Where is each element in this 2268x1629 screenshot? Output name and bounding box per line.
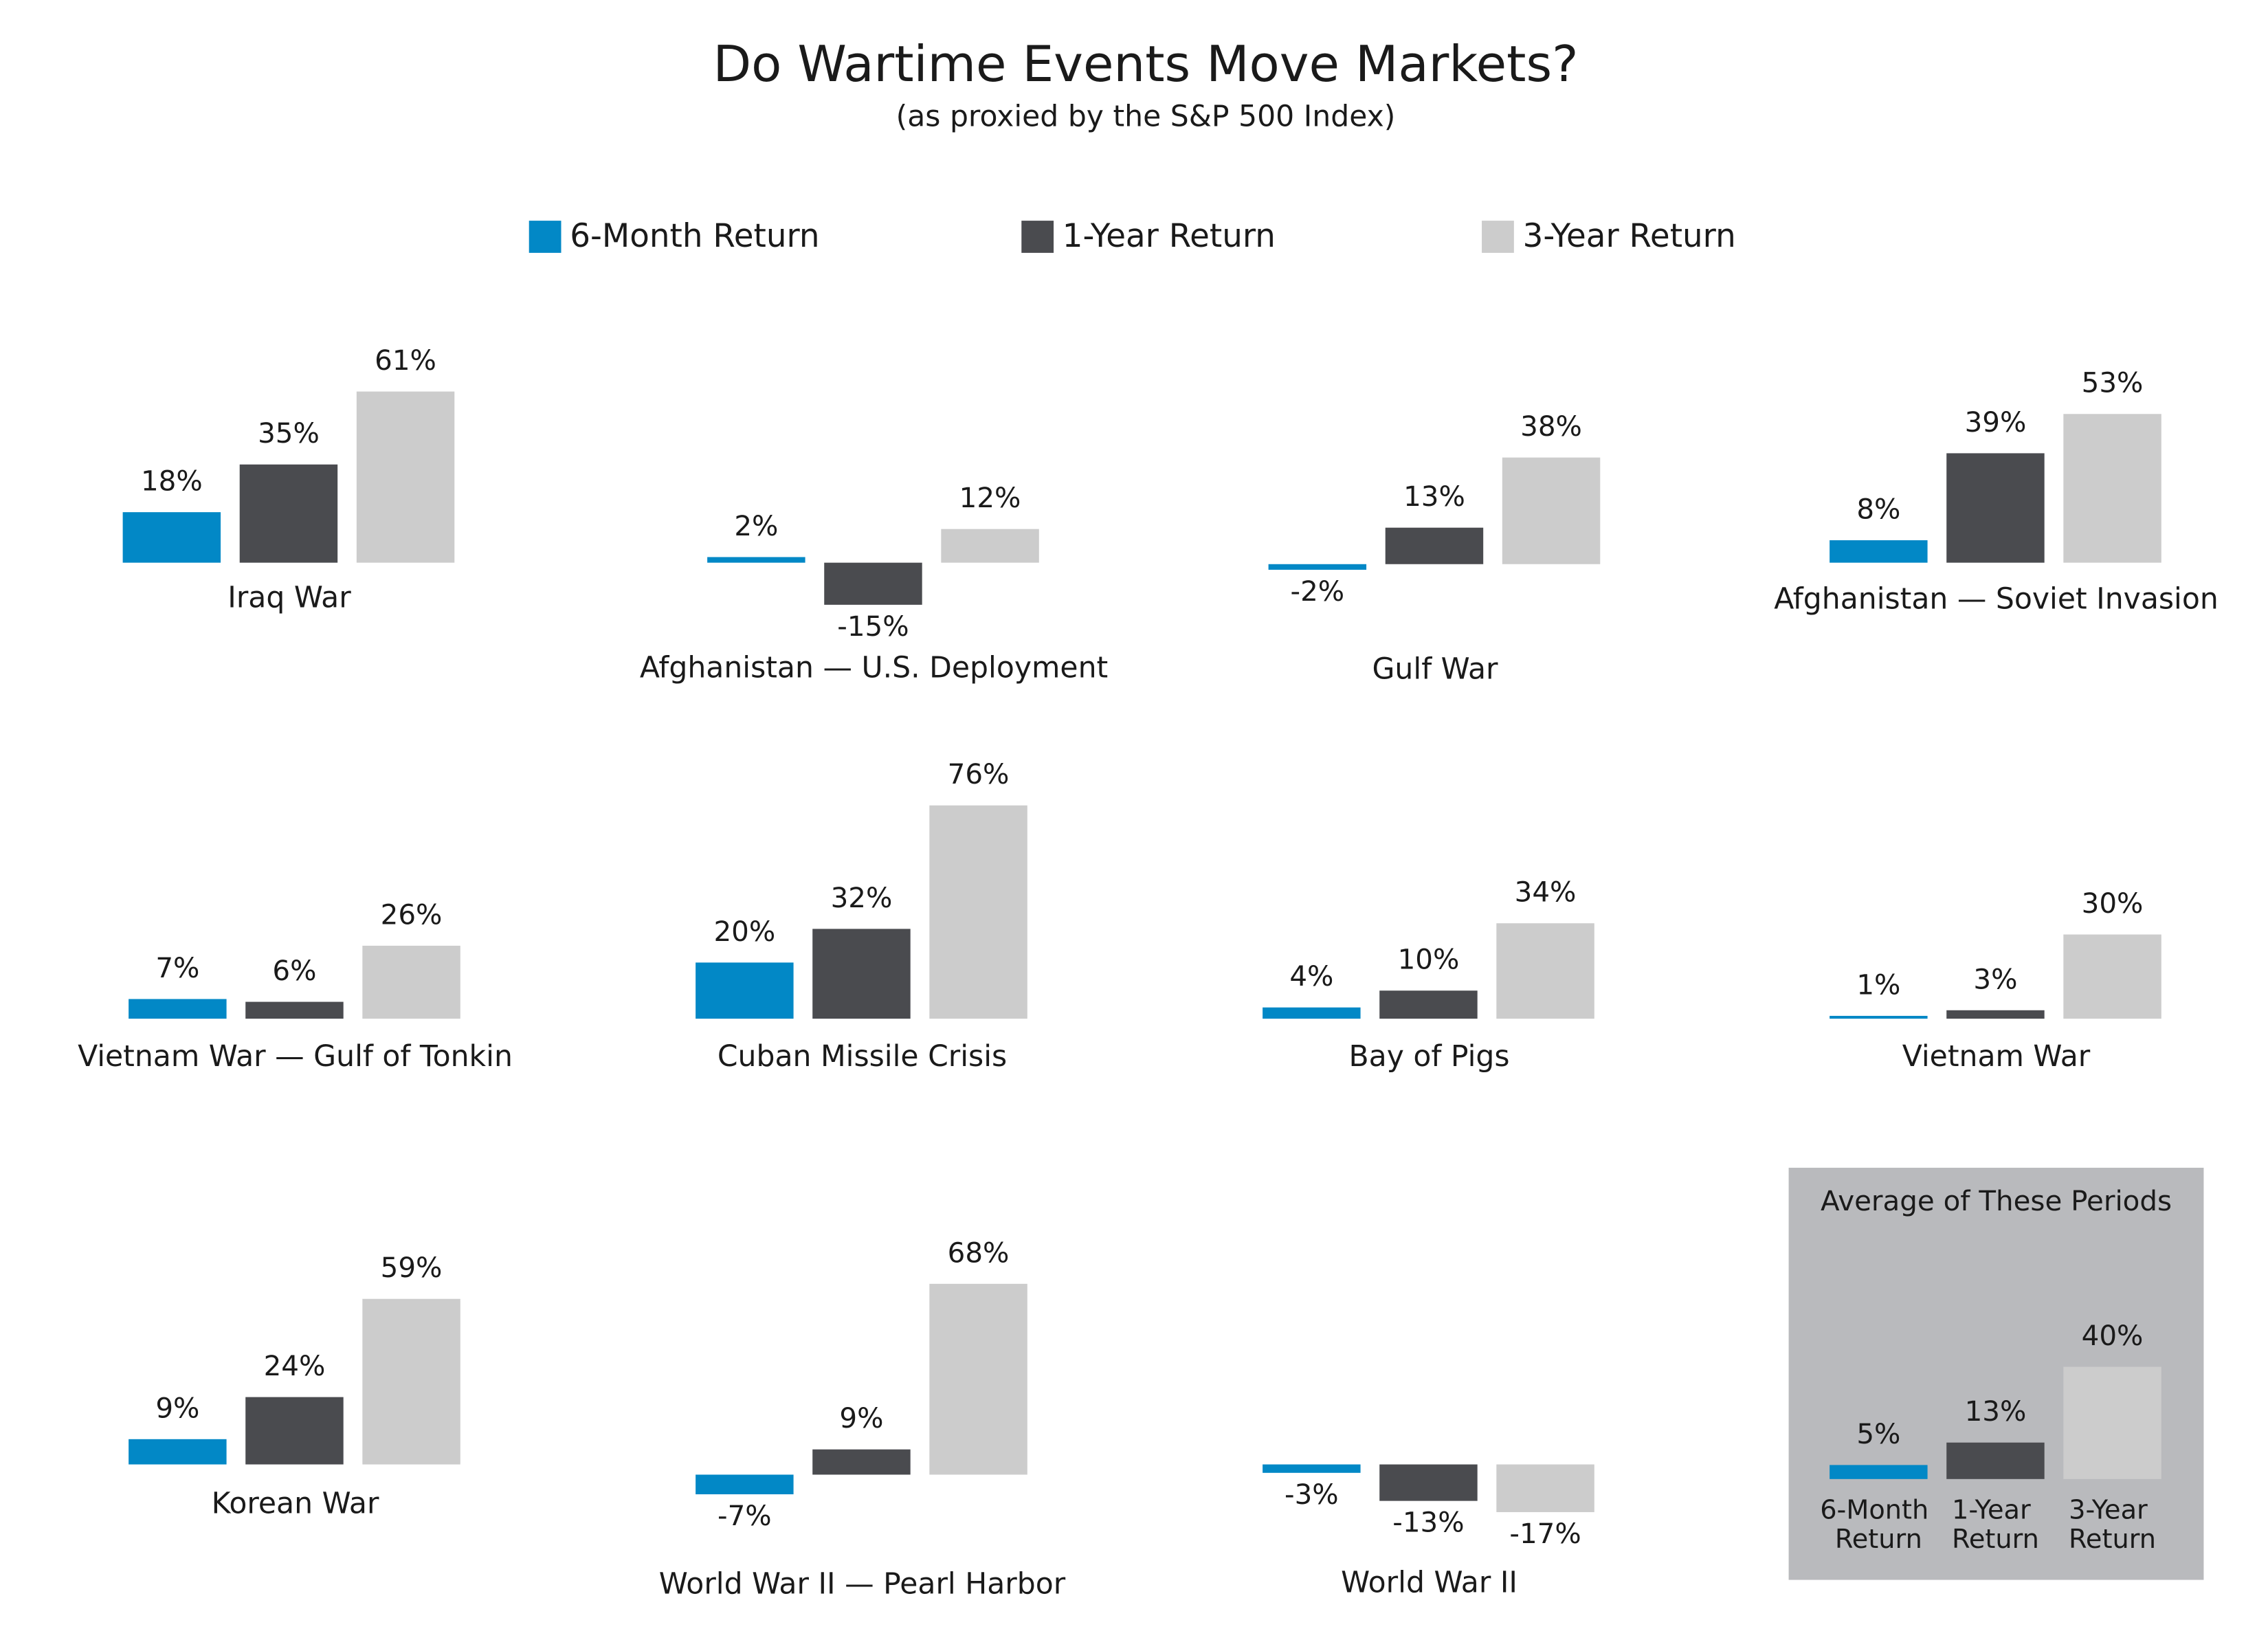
value-label: 38%	[1520, 410, 1582, 443]
bar	[1263, 1007, 1361, 1019]
bar	[129, 999, 227, 1019]
bar	[1502, 457, 1601, 564]
category-label: Vietnam War — Gulf of Tonkin	[78, 1040, 513, 1074]
category-label: Gulf War	[1372, 652, 1498, 686]
value-label: 9%	[155, 1392, 199, 1424]
bar	[824, 562, 922, 605]
legend-swatch	[1021, 221, 1054, 253]
value-label: 35%	[258, 417, 320, 450]
value-label: 30%	[2082, 887, 2144, 920]
bar	[941, 529, 1039, 563]
value-label: 76%	[948, 758, 1010, 790]
legend-label: 6-Month Return	[570, 218, 819, 255]
bar	[1830, 1465, 1928, 1479]
category-label: World War II — Pearl Harbor	[659, 1568, 1066, 1602]
legend-label: 3-Year Return	[1523, 218, 1736, 255]
category-label: World War II	[1341, 1566, 1517, 1599]
value-label: 12%	[959, 482, 1021, 514]
bar	[122, 512, 221, 563]
bar	[2063, 1366, 2161, 1479]
bar	[812, 929, 911, 1019]
category-label: Iraq War	[227, 581, 351, 614]
bar	[2063, 934, 2161, 1019]
value-label: 1%	[1856, 968, 1900, 1001]
value-label: -2%	[1291, 575, 1345, 608]
value-label: 10%	[1398, 944, 1460, 976]
bar	[1496, 923, 1594, 1019]
chart-subtitle: (as proxied by the S&P 500 Index)	[896, 100, 1396, 134]
value-label: 40%	[2082, 1320, 2144, 1352]
value-label: 2%	[734, 510, 778, 542]
value-label: 4%	[1289, 960, 1333, 993]
average-category: 3-Year Return	[2069, 1494, 2156, 1555]
bar	[929, 1283, 1027, 1475]
value-label: 53%	[2082, 367, 2144, 399]
value-label: 61%	[375, 344, 436, 377]
bar	[1946, 1442, 2045, 1479]
value-label: 26%	[381, 898, 443, 931]
value-label: -17%	[1509, 1518, 1581, 1550]
value-label: 34%	[1515, 876, 1577, 909]
value-label: 68%	[948, 1237, 1010, 1269]
legend-label: 1-Year Return	[1063, 218, 1276, 255]
category-label: Afghanistan — Soviet Invasion	[1774, 582, 2219, 616]
bar	[362, 945, 460, 1019]
bar	[2063, 414, 2161, 563]
bar	[1946, 453, 2045, 563]
value-label: 7%	[155, 952, 199, 984]
value-label: 13%	[1965, 1395, 2027, 1428]
value-label: 18%	[141, 465, 203, 498]
value-label: 8%	[1856, 493, 1900, 525]
chart-title: Do Wartime Events Move Markets?	[713, 36, 1579, 93]
value-label: 59%	[381, 1252, 443, 1284]
value-label: -13%	[1392, 1507, 1464, 1539]
legend-swatch	[529, 221, 562, 253]
category-label: Cuban Missile Crisis	[718, 1040, 1007, 1074]
bar	[245, 1397, 344, 1465]
bar	[812, 1449, 911, 1475]
category-label: Afghanistan — U.S. Deployment	[640, 651, 1108, 685]
bar	[362, 1298, 460, 1465]
value-label: -7%	[718, 1500, 772, 1532]
bar	[245, 1001, 344, 1019]
bar	[1946, 1010, 2045, 1019]
bar	[929, 805, 1027, 1019]
value-label: 5%	[1856, 1418, 1900, 1450]
bar	[129, 1439, 227, 1465]
value-label: -3%	[1285, 1478, 1339, 1511]
average-category: 1-Year Return	[1952, 1494, 2039, 1555]
average-title: Average of These Periods	[1821, 1185, 2172, 1217]
bar	[1268, 564, 1367, 570]
value-label: 3%	[1973, 963, 2017, 995]
bar	[707, 557, 805, 563]
value-label: 13%	[1403, 480, 1465, 513]
value-label: -15%	[837, 610, 909, 643]
value-label: 32%	[831, 882, 893, 914]
bar	[1379, 990, 1478, 1019]
category-label: Vietnam War	[1902, 1040, 2091, 1074]
category-label: Bay of Pigs	[1348, 1040, 1509, 1074]
value-label: 20%	[713, 916, 775, 948]
bar	[356, 391, 455, 563]
value-label: 24%	[264, 1350, 326, 1382]
bar	[696, 962, 794, 1019]
average-category: 6-Month Return	[1820, 1494, 1937, 1555]
value-label: 6%	[272, 955, 316, 987]
bar	[1830, 540, 1928, 563]
legend-swatch	[1482, 221, 1514, 253]
bar	[1379, 1464, 1478, 1501]
bar	[1385, 527, 1484, 564]
bar	[1263, 1464, 1361, 1473]
bar	[696, 1474, 794, 1495]
category-label: Korean War	[212, 1487, 379, 1521]
value-label: 39%	[1965, 406, 2027, 439]
value-label: 9%	[839, 1402, 883, 1434]
bar	[1830, 1015, 1928, 1019]
bar	[239, 464, 338, 563]
bar	[1496, 1464, 1594, 1512]
